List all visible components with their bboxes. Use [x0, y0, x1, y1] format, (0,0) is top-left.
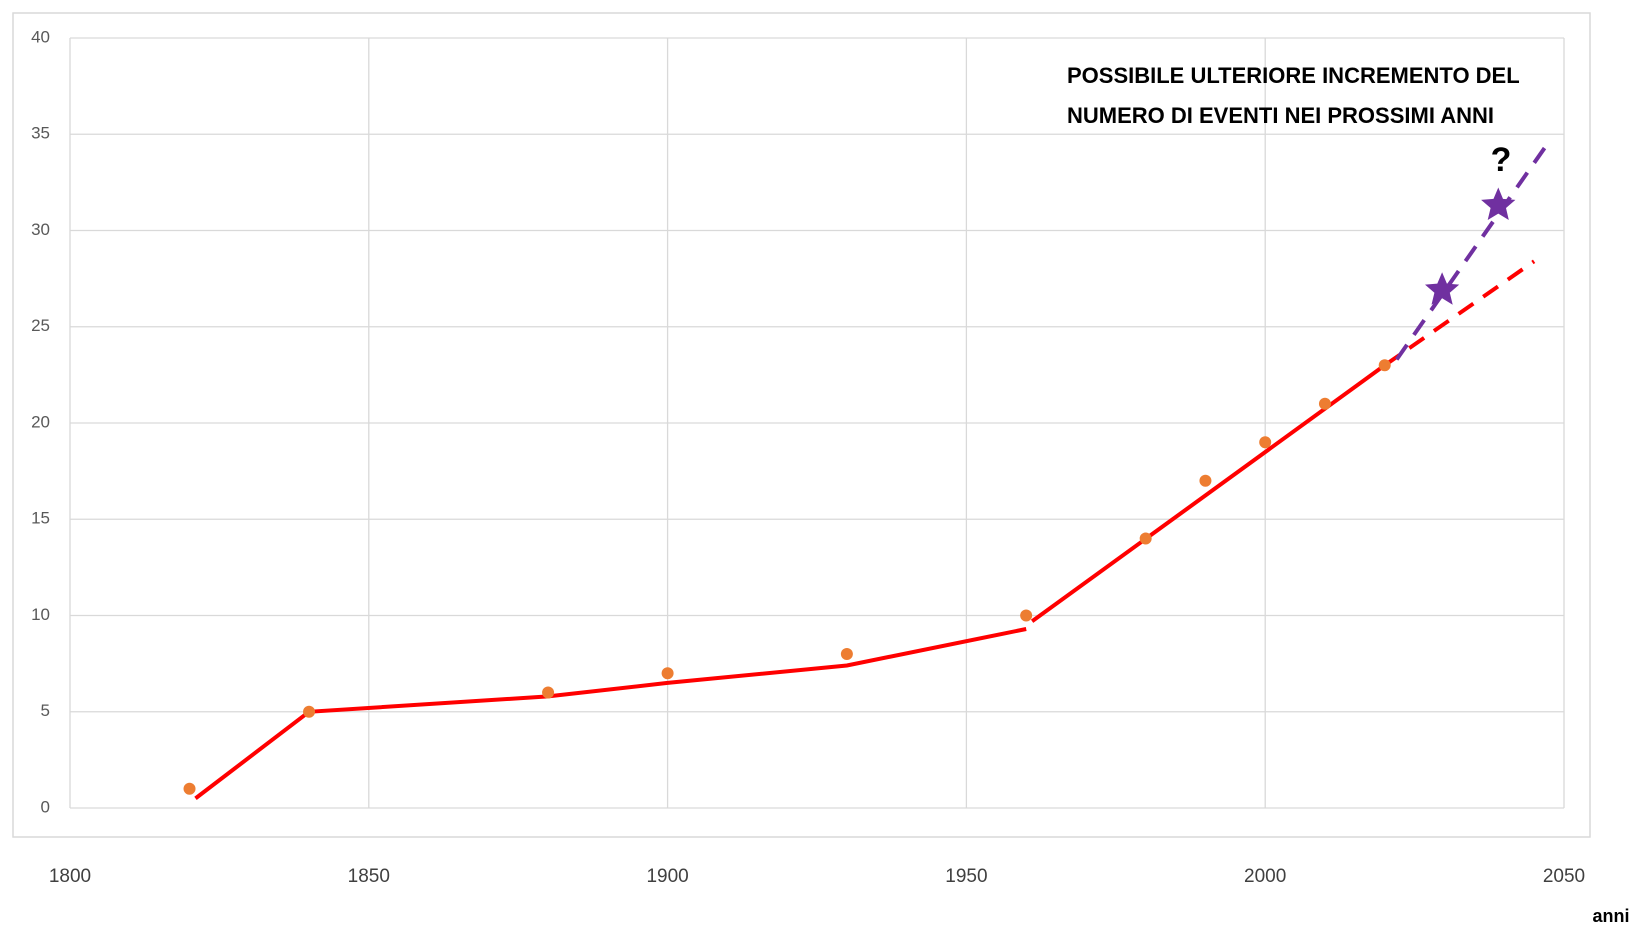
x-tick-label: 1850 [348, 866, 390, 887]
y-tick-label: 20 [31, 412, 50, 431]
star-marker [1425, 272, 1460, 305]
data-point [303, 705, 316, 718]
data-point [1378, 359, 1391, 372]
star-marker [1481, 187, 1516, 220]
data-point [1139, 532, 1152, 545]
annotation-line: POSSIBILE ULTERIORE INCREMENTO DEL [1067, 63, 1520, 88]
y-tick-label: 0 [41, 797, 50, 816]
x-tick-label: 2050 [1543, 866, 1585, 887]
y-tick-label: 25 [31, 316, 50, 335]
y-tick-label: 35 [31, 124, 50, 143]
data-point [542, 686, 555, 699]
y-tick-label: 30 [31, 220, 50, 239]
trend-line [1383, 259, 1536, 367]
trend-line [1395, 144, 1548, 361]
marks [183, 144, 1548, 800]
data-point [1318, 397, 1331, 410]
x-tick-label: 2000 [1244, 866, 1286, 887]
data-point [840, 648, 853, 660]
data-point [661, 667, 674, 680]
y-tick-label: 10 [31, 605, 50, 624]
y-tick-label: 15 [31, 509, 50, 528]
chart-frame [12, 12, 1591, 838]
data-point [1259, 436, 1272, 449]
x-axis-label: anni [1592, 906, 1629, 926]
y-tick-label: 5 [41, 701, 50, 720]
question-mark: ? [1491, 141, 1512, 179]
x-tick-label: 1950 [945, 866, 987, 887]
annotation-line: NUMERO DI EVENTI NEI PROSSIMI ANNI [1067, 103, 1494, 128]
data-point [1199, 474, 1212, 487]
grid [69, 37, 1565, 809]
y-tick-label: 40 [31, 27, 50, 46]
x-tick-label: 1900 [646, 866, 688, 887]
data-point [183, 782, 196, 795]
data-point [1020, 609, 1033, 622]
x-tick-label: 1800 [49, 866, 91, 887]
